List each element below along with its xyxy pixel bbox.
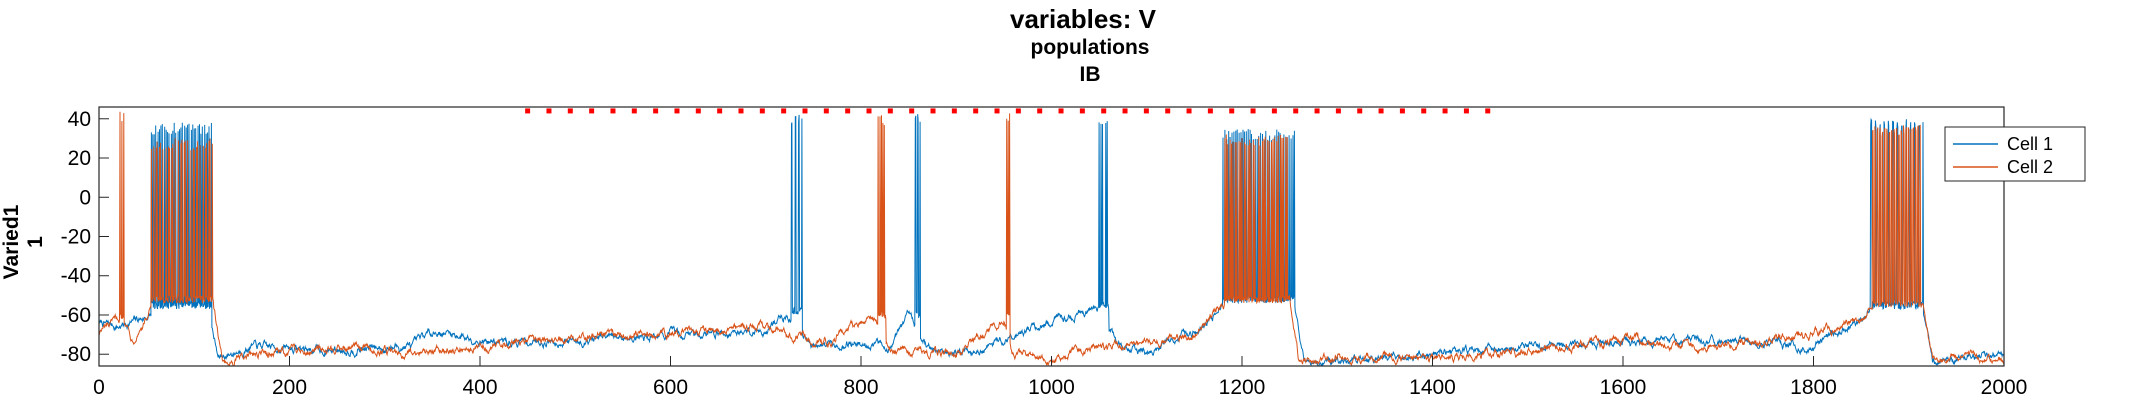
x-tick-label: 1800 (1790, 376, 1837, 399)
marker-dot (1165, 108, 1171, 114)
y-tick-label: 40 (68, 108, 91, 131)
marker-dot (525, 108, 531, 114)
marker-dot (1378, 108, 1384, 114)
x-tick-label: 1400 (1409, 376, 1456, 399)
x-tick-label: 1000 (1028, 376, 1075, 399)
marker-dot (1421, 108, 1427, 114)
marker-dot (1271, 108, 1277, 114)
marker-dot (738, 108, 744, 114)
series-line-cell-1 (99, 114, 2004, 366)
marker-dot (1058, 108, 1064, 114)
x-tick-label: 400 (462, 376, 497, 399)
x-tick-label: 1600 (1600, 376, 1647, 399)
marker-dot (802, 108, 808, 114)
marker-dot (759, 108, 765, 114)
chart-title: variables: V (1010, 4, 1157, 34)
x-tick-label: 2000 (1981, 376, 2028, 399)
marker-dot (1399, 108, 1405, 114)
marker-dot (631, 108, 637, 114)
marker-dot (1229, 108, 1235, 114)
marker-dot (1335, 108, 1341, 114)
marker-dot (1015, 108, 1021, 114)
y-tick-label: -40 (61, 265, 91, 288)
marker-dot (695, 108, 701, 114)
legend-label-cell-1: Cell 1 (2007, 134, 2053, 154)
legend-label-cell-2: Cell 2 (2007, 157, 2053, 177)
y-tick-label: -80 (61, 343, 91, 366)
y-axis-label: Varied1 1 (0, 204, 47, 279)
marker-dot (1463, 108, 1469, 114)
marker-dot (994, 108, 1000, 114)
x-tick-label: 200 (272, 376, 307, 399)
marker-dot (653, 108, 659, 114)
marker-dot (1143, 108, 1149, 114)
x-tick-label: 0 (93, 376, 105, 399)
y-tick-label: 0 (79, 186, 91, 209)
y-axis-label-line-1: Varied1 (0, 204, 23, 279)
marker-dot (887, 108, 893, 114)
marker-dot (866, 108, 872, 114)
x-tick-label: 1200 (1219, 376, 1266, 399)
marker-dot (1250, 108, 1256, 114)
chart-subtitle-populations: populations (1031, 36, 1150, 59)
marker-dot (909, 108, 915, 114)
chart-subtitle-ib: IB (1080, 63, 1101, 86)
marker-dot (823, 108, 829, 114)
marker-dot (546, 108, 552, 114)
marker-dot (610, 108, 616, 114)
marker-dot (1207, 108, 1213, 114)
marker-dot (1485, 108, 1491, 114)
marker-dot (1079, 108, 1085, 114)
marker-dot (930, 108, 936, 114)
marker-dot (567, 108, 573, 114)
y-axis-label-line-2: 1 (24, 236, 47, 248)
marker-dot (973, 108, 979, 114)
marker-dot (1101, 108, 1107, 114)
marker-dot (1037, 108, 1043, 114)
x-tick-label: 600 (653, 376, 688, 399)
marker-dot (1314, 108, 1320, 114)
marker-dot (951, 108, 957, 114)
y-axis: -80 -60 -40 -20 0 20 40 (61, 108, 109, 366)
x-tick-label: 800 (843, 376, 878, 399)
marker-dot (589, 108, 595, 114)
y-tick-label: -60 (61, 304, 91, 327)
marker-dot (781, 108, 787, 114)
marker-dot (1357, 108, 1363, 114)
marker-layer (525, 108, 1491, 114)
marker-dot (1293, 108, 1299, 114)
marker-dot (1122, 108, 1128, 114)
marker-dot (1186, 108, 1192, 114)
marker-dot (674, 108, 680, 114)
x-axis: 0 200 400 600 800 1000 1200 1400 1600 1800 2000 (93, 356, 2027, 399)
y-tick-label: 20 (68, 147, 91, 170)
marker-dot (1442, 108, 1448, 114)
legend-box (1944, 126, 2086, 182)
marker-dot (845, 108, 851, 114)
legend[interactable]: Cell 1 Cell 2 (1944, 126, 2086, 182)
y-tick-label: -20 (61, 226, 91, 249)
marker-dot (717, 108, 723, 114)
